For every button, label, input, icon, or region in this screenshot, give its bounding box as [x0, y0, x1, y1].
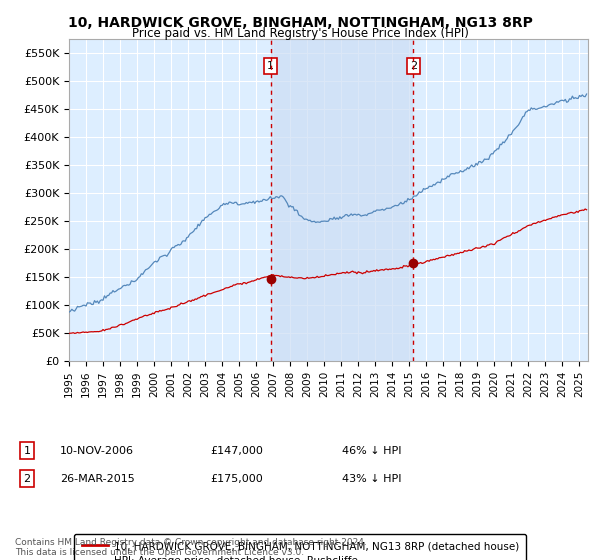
Text: Contains HM Land Registry data © Crown copyright and database right 2024.
This d: Contains HM Land Registry data © Crown c… [15, 538, 367, 557]
Legend: 10, HARDWICK GROVE, BINGHAM, NOTTINGHAM, NG13 8RP (detached house), HPI: Average: 10, HARDWICK GROVE, BINGHAM, NOTTINGHAM,… [74, 534, 526, 560]
Text: 1: 1 [23, 446, 31, 456]
Text: 26-MAR-2015: 26-MAR-2015 [60, 474, 135, 484]
Text: 2: 2 [23, 474, 31, 484]
Text: £147,000: £147,000 [210, 446, 263, 456]
Text: Price paid vs. HM Land Registry's House Price Index (HPI): Price paid vs. HM Land Registry's House … [131, 27, 469, 40]
Text: 1: 1 [268, 61, 274, 71]
Text: 2: 2 [410, 61, 417, 71]
Text: 43% ↓ HPI: 43% ↓ HPI [342, 474, 401, 484]
Text: 10-NOV-2006: 10-NOV-2006 [60, 446, 134, 456]
Text: 46% ↓ HPI: 46% ↓ HPI [342, 446, 401, 456]
Text: 10, HARDWICK GROVE, BINGHAM, NOTTINGHAM, NG13 8RP: 10, HARDWICK GROVE, BINGHAM, NOTTINGHAM,… [68, 16, 532, 30]
Bar [271, 39, 413, 361]
Text: £175,000: £175,000 [210, 474, 263, 484]
